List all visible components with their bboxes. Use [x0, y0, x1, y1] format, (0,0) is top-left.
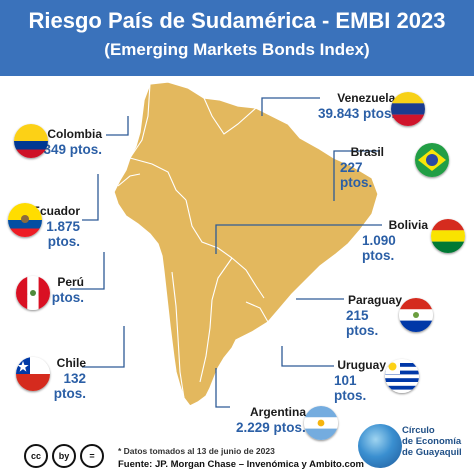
value-uruguay: 101 ptos.: [334, 372, 367, 404]
value-colombia: 349 ptos.: [43, 141, 102, 157]
country-name-venezuela: Venezuela: [337, 91, 396, 105]
connector-peru: [70, 252, 105, 290]
header-banner: Riesgo País de Sudamérica - EMBI 2023 (E…: [0, 0, 474, 76]
label-venezuela: Venezuela 39.843 ptos.: [318, 91, 396, 121]
flag-chile-icon: [16, 357, 50, 391]
logo-text: Círculo de Economía de Guayaquil: [402, 425, 468, 459]
logo-text-line3: de Guayaquil: [402, 446, 462, 458]
country-name-paraguay: Paraguay: [347, 293, 402, 307]
cc-license-icon: cc: [24, 444, 48, 468]
connector-colombia: [106, 116, 129, 136]
value-brasil: 227 ptos.: [340, 159, 373, 191]
label-uruguay: Uruguay 101 ptos.: [334, 358, 386, 404]
cc-no-derivatives-icon: =: [80, 444, 104, 468]
data-note: * Datos tomados al 13 de junio de 2023: [118, 446, 275, 456]
source-text: Fuente: JP. Morgan Chase – Invenómica y …: [118, 459, 365, 470]
country-name-chile: Chile: [56, 356, 86, 370]
connector-chile: [82, 326, 125, 368]
creative-commons-badges: cc by =: [24, 442, 116, 468]
country-name-argentina: Argentina: [249, 405, 306, 419]
logo-swirl-icon: [358, 424, 402, 468]
map-area: [0, 76, 474, 416]
connector-lines: [70, 97, 382, 408]
value-paraguay: 215 ptos.: [346, 307, 379, 339]
page-title: Riesgo País de Sudamérica - EMBI 2023: [28, 8, 446, 33]
logo-text-line2: de Economía: [402, 435, 462, 447]
country-name-colombia: Colombia: [47, 127, 102, 141]
flag-argentina-icon: [304, 406, 338, 440]
flag-paraguay-icon: [399, 298, 433, 332]
cc-attribution-icon: by: [52, 444, 76, 468]
value-chile: 132 ptos.: [53, 370, 86, 402]
connector-brasil: [333, 150, 380, 201]
connector-argentina: [215, 368, 230, 408]
country-name-bolivia: Bolivia: [388, 218, 428, 232]
country-name-peru: Perú: [57, 275, 84, 289]
logo-circulo-economia: Círculo de Economía de Guayaquil: [358, 418, 468, 470]
connector-venezuela: [261, 97, 320, 116]
flag-venezuela-icon: [391, 92, 425, 126]
label-colombia: Colombia 349 ptos.: [36, 127, 102, 157]
label-paraguay: Paraguay 215 ptos.: [346, 293, 402, 339]
value-argentina: 2.229 ptos.: [236, 419, 306, 435]
label-ecuador: Ecuador 1.875 ptos.: [14, 204, 80, 250]
label-brasil: Brasil 227 ptos.: [340, 145, 384, 191]
country-name-uruguay: Uruguay: [337, 358, 386, 372]
connector-bolivia: [215, 224, 382, 254]
flag-colombia-icon: [14, 124, 48, 158]
flag-ecuador-icon: [8, 203, 42, 237]
page-subtitle: (Emerging Markets Bonds Index): [104, 40, 370, 59]
flag-peru-icon: [16, 276, 50, 310]
footer: cc by = * Datos tomados al 13 de junio d…: [0, 416, 474, 474]
country-name-ecuador: Ecuador: [31, 204, 80, 218]
connector-ecuador: [82, 174, 99, 221]
flag-brasil-icon: [415, 143, 449, 177]
internal-borders: [117, 83, 269, 399]
label-argentina: Argentina 2.229 ptos.: [236, 405, 306, 435]
value-bolivia: 1.090 ptos.: [362, 232, 396, 264]
value-ecuador: 1.875 ptos.: [46, 218, 80, 250]
connector-uruguay: [281, 346, 334, 367]
country-name-brasil: Brasil: [350, 145, 384, 159]
flag-bolivia-icon: [431, 219, 465, 253]
flag-uruguay-icon: [385, 359, 419, 393]
logo-text-line1: Círculo: [402, 425, 435, 436]
label-bolivia: Bolivia 1.090 ptos.: [362, 218, 428, 264]
value-venezuela: 39.843 ptos.: [318, 105, 396, 121]
label-chile: Chile 132 ptos.: [34, 356, 86, 402]
